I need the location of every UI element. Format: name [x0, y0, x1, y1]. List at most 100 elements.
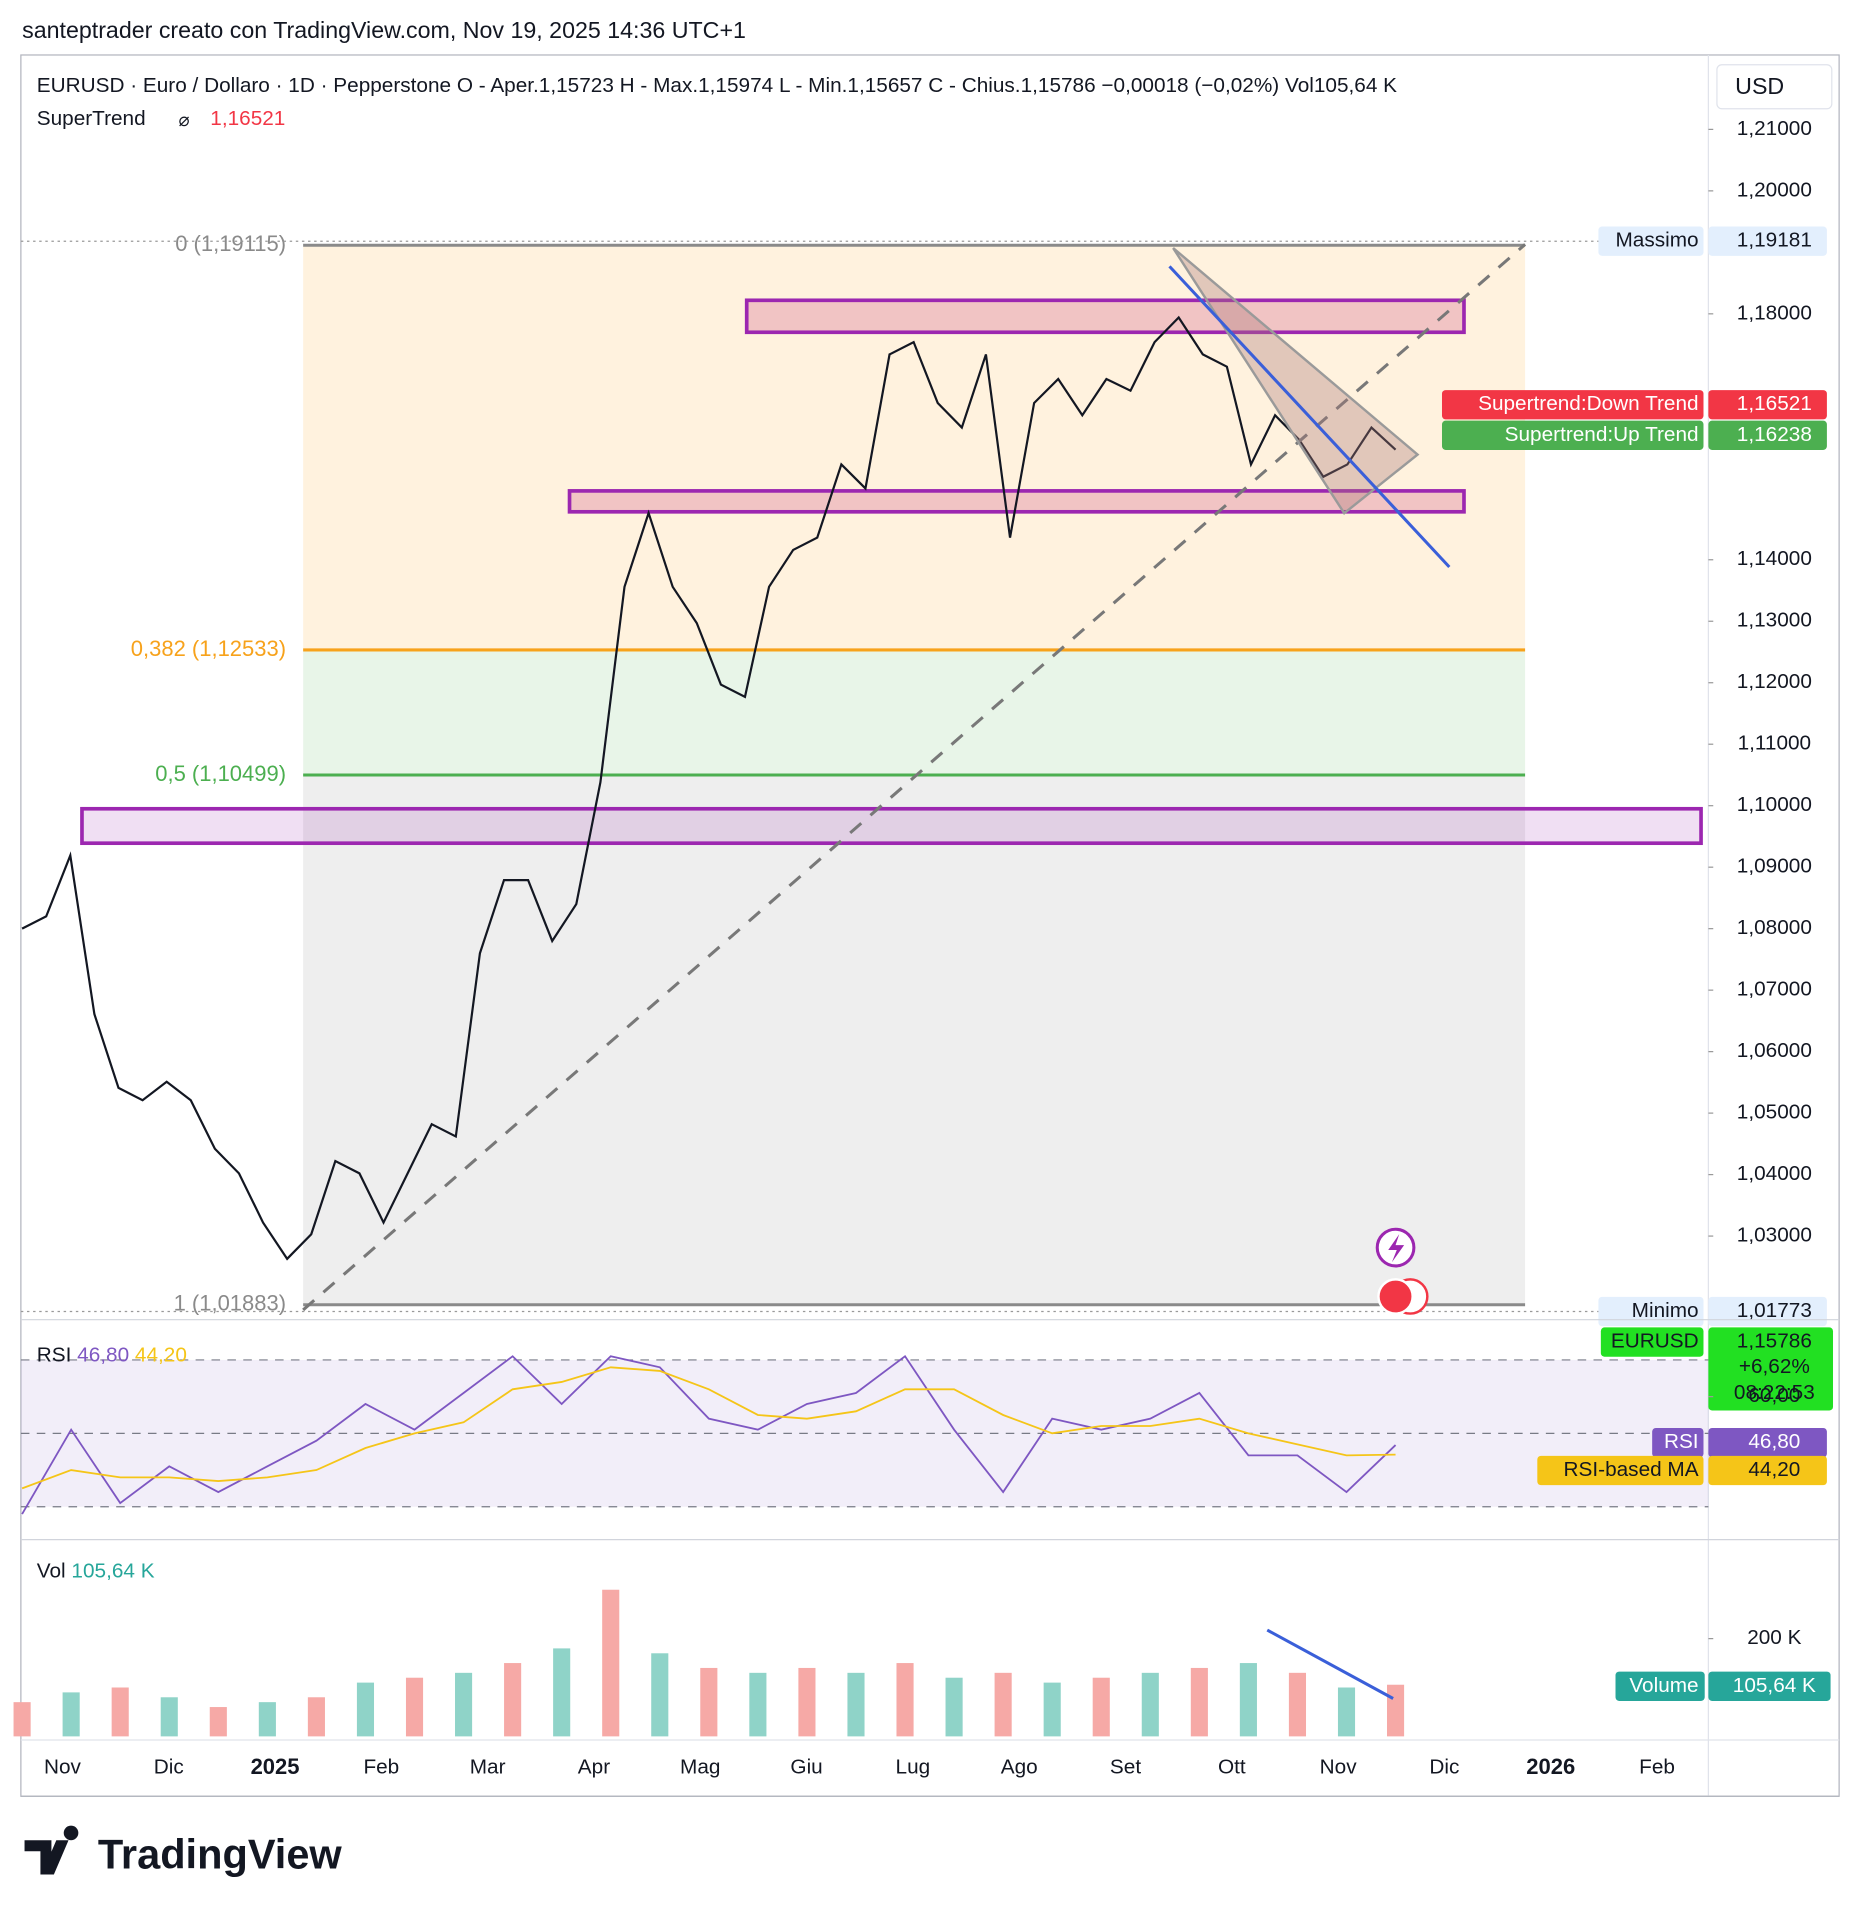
triangle-drawing: [1172, 247, 1420, 516]
legend-item: H - Max.1,15974: [620, 74, 774, 97]
tag-label-box: [1537, 1455, 1704, 1486]
volume-bar: [896, 1663, 914, 1737]
y-tick-label: 1,09000: [1737, 855, 1812, 878]
volume-bar: [504, 1663, 522, 1737]
rsi-line: [21, 1354, 1397, 1515]
x-tick-label: Apr: [578, 1756, 610, 1779]
volume-bar: [945, 1677, 963, 1737]
tag-value-box: [1708, 226, 1827, 256]
y-tick-label: 1,07000: [1737, 978, 1812, 1001]
tag-value-box: [1708, 1427, 1827, 1458]
y-tick-label: 1,08000: [1737, 916, 1812, 939]
tag-label-box: [1441, 390, 1704, 420]
currency: USD: [1735, 73, 1784, 99]
legend-value: 105,64 K: [71, 1560, 154, 1583]
y-tick-label: 60,00: [1748, 1384, 1800, 1407]
x-tick-label: 2025: [251, 1754, 300, 1779]
x-tick-label: Feb: [363, 1756, 399, 1779]
tag-label-box: [1600, 1327, 1704, 1357]
legend-item: EURUSD · Euro / Dollaro · 1D · Peppersto…: [37, 74, 451, 97]
tag-value: 1,19181: [1737, 229, 1812, 252]
tag-value-box: [1708, 1455, 1827, 1486]
tag-label: Minimo: [1632, 1299, 1699, 1322]
legend-value: 44,20: [135, 1344, 187, 1367]
volume-bar: [798, 1667, 816, 1737]
tag-label: Massimo: [1616, 229, 1699, 252]
x-tick-label: Ago: [1001, 1756, 1038, 1779]
brand-name: TradingView: [98, 1830, 343, 1877]
volume-bar: [1337, 1687, 1356, 1737]
volume-bar: [455, 1672, 473, 1737]
tag-label-box: [1598, 1296, 1704, 1327]
countdown: 08:22:53: [1734, 1381, 1815, 1404]
tag-value: 1,01773: [1737, 1299, 1812, 1322]
volume-bar: [258, 1702, 276, 1737]
fib-label: 0 (1,19115): [175, 231, 286, 256]
legend-item: −0,00018 (−0,02%): [1101, 74, 1279, 97]
y-tick-label: 1,10000: [1737, 793, 1812, 816]
tag-label-box: [1441, 420, 1704, 450]
volume-trend-line: [1266, 1628, 1394, 1700]
legend-item: C - Chius.1,15786: [928, 74, 1095, 97]
zone: [744, 298, 1466, 335]
y-tick-label: 1,11000: [1738, 732, 1812, 755]
indicator-name: SuperTrend: [37, 107, 146, 130]
x-tick-label: Ott: [1218, 1756, 1246, 1779]
chart-frame: [20, 54, 1840, 1797]
tag-value-box: [1708, 1671, 1831, 1701]
lightning-icon: [1388, 1234, 1405, 1263]
volume-bar: [1239, 1663, 1257, 1737]
currency-box: [1716, 64, 1833, 110]
volume-bar: [405, 1677, 424, 1737]
tag-value: 1,16521: [1737, 392, 1812, 415]
indicator-value: 1,16521: [210, 107, 285, 130]
fib-label: 0,5 (1,10499): [155, 761, 286, 786]
y-tick-label: 200 K: [1747, 1626, 1801, 1649]
indicator-icon: ⌀: [179, 109, 190, 130]
tag-value-box: [1708, 1296, 1827, 1327]
x-tick-label: Lug: [896, 1756, 931, 1779]
x-tick-label: Mag: [680, 1756, 720, 1779]
fib-label: 0,382 (1,12533): [131, 636, 286, 661]
tag-value: 1,16238: [1737, 423, 1812, 446]
flag-icon[interactable]: [1377, 1278, 1414, 1315]
tag-label: EURUSD: [1611, 1330, 1699, 1353]
tag-label: Supertrend:Up Trend: [1505, 423, 1699, 446]
y-tick-label: 1,06000: [1737, 1039, 1812, 1062]
volume-bar: [1288, 1672, 1307, 1737]
last-price: 1,15786: [1737, 1330, 1812, 1353]
volume-bar: [209, 1707, 227, 1737]
legend-item: Vol105,64 K: [1285, 74, 1397, 97]
y-tick-label: 1,04000: [1737, 1162, 1812, 1185]
legend-item: L - Min.1,15657: [779, 74, 923, 97]
x-tick-label: Dic: [154, 1756, 184, 1779]
trend-line: [1168, 265, 1451, 569]
page-header: santeptrader creato con TradingView.com,…: [22, 17, 746, 43]
x-tick-label: Giu: [790, 1756, 822, 1779]
brand-logo: [24, 1825, 79, 1875]
x-tick-label: 2026: [1526, 1754, 1575, 1779]
rsi-line: [21, 1366, 1396, 1490]
x-tick-label: Dic: [1429, 1756, 1459, 1779]
trend-line: [302, 243, 1527, 1312]
tag-value: 44,20: [1748, 1458, 1800, 1481]
legend-title: Vol: [37, 1560, 66, 1583]
y-tick-label: 1,21000: [1737, 117, 1812, 140]
volume-bar: [1387, 1684, 1405, 1737]
tag-label-box: [1652, 1427, 1704, 1458]
tag-value: 105,64 K: [1733, 1674, 1816, 1697]
tag-value-box: [1708, 390, 1827, 420]
chart-layers: 0 (1,19115) 0,382 (1,12533) 0,5 (1,10499) 1…: [13, 54, 1840, 1797]
tag-value: 46,80: [1748, 1430, 1800, 1453]
y-tick-label: 1,12000: [1737, 670, 1812, 693]
x-tick-label: Feb: [1639, 1756, 1675, 1779]
y-tick-label: 1,18000: [1737, 301, 1812, 324]
y-tick-label: 1,14000: [1737, 547, 1812, 570]
x-tick-label: Nov: [1320, 1756, 1358, 1779]
volume-bar: [847, 1672, 865, 1737]
legend-item: O - Aper.1,15723: [457, 74, 614, 97]
tag-label-box: [1615, 1671, 1705, 1701]
volume-bar: [62, 1692, 80, 1737]
fib-zone: [303, 649, 1526, 776]
